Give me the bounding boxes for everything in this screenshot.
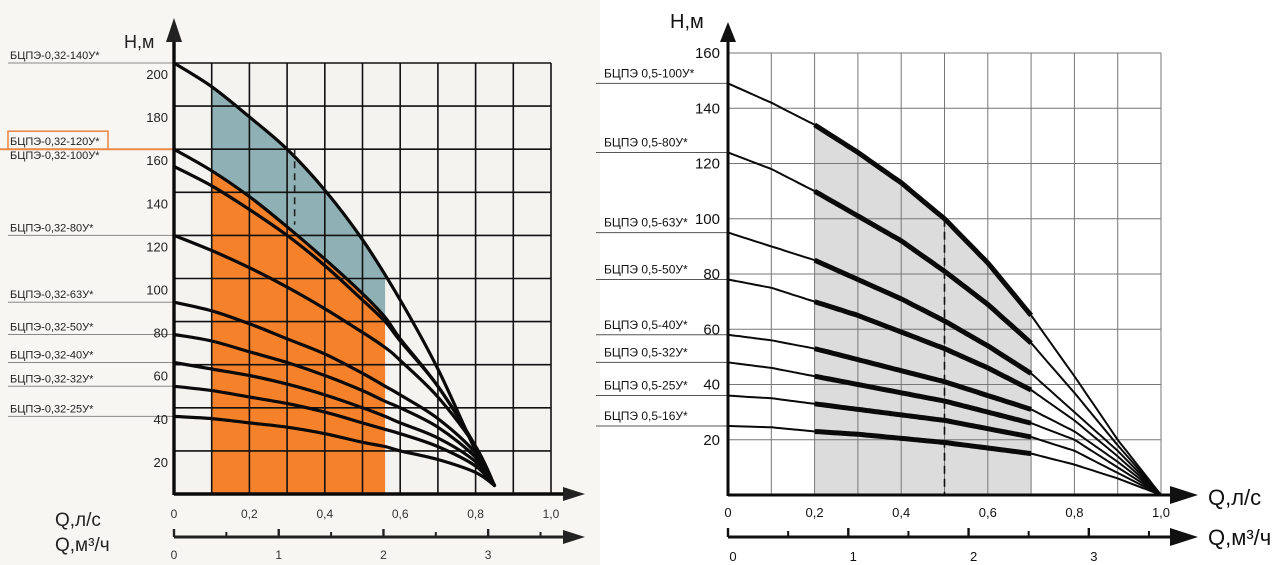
orange-region bbox=[211, 170, 386, 495]
x2-tick-label: 2 bbox=[380, 548, 387, 562]
y-tick-label: 80 bbox=[703, 266, 720, 283]
y-tick-label: 120 bbox=[146, 239, 168, 254]
x2-axis-label: Q,м³/ч bbox=[55, 535, 110, 556]
y-tick-label: 20 bbox=[703, 432, 720, 449]
x2-axis-label: Q,м³/ч bbox=[1208, 525, 1271, 550]
x-axis-arrow-icon bbox=[1170, 486, 1198, 504]
y-tick-label: 140 bbox=[146, 196, 168, 211]
y-axis-label: Н,м bbox=[124, 32, 154, 52]
series-label: БЦПЭ-0,32-120У* bbox=[10, 136, 100, 148]
x2-tick-label: 3 bbox=[485, 548, 492, 562]
pump-curve bbox=[172, 384, 496, 487]
y-tick-label: 100 bbox=[695, 211, 720, 228]
x2-tick-label: 1 bbox=[850, 549, 857, 564]
y-tick-label: 160 bbox=[695, 45, 720, 62]
x-tick-label: 0,8 bbox=[467, 507, 484, 521]
pump-curve-working-range bbox=[814, 401, 1032, 440]
y-tick-label: 140 bbox=[695, 100, 720, 117]
series-label: БЦПЭ-0,32-50У* bbox=[10, 322, 94, 334]
pump-curve bbox=[172, 164, 496, 487]
x-tick-label: 0,8 bbox=[1065, 505, 1083, 520]
y-tick-label: 40 bbox=[703, 377, 720, 394]
y-axis-label: Н,м bbox=[670, 11, 704, 33]
x2-tick-label: 3 bbox=[1090, 549, 1097, 564]
x-tick-label: 0,4 bbox=[892, 505, 910, 520]
y-tick-label: 60 bbox=[154, 369, 168, 384]
series-label: БЦПЭ 0,5-100У* bbox=[604, 66, 695, 80]
series-label: БЦПЭ-0,32-40У* bbox=[10, 350, 94, 362]
x2-tick-label: 0 bbox=[729, 549, 736, 564]
pump-curve-tail bbox=[1117, 477, 1162, 496]
x-axis-label: Q,л/с bbox=[55, 510, 101, 531]
x-tick-label: 0 bbox=[171, 507, 178, 521]
left-pump-chart: БЦПЭ-0,32-140У* БЦПЭ-0,32-120У* БЦПЭ-0,32-… bbox=[0, 18, 585, 562]
highlight-label-frame bbox=[7, 130, 109, 150]
x-tick-label: 0,6 bbox=[979, 505, 997, 520]
pump-curve-working-range bbox=[814, 429, 1032, 457]
x-axis-label: Q,л/с bbox=[1208, 485, 1261, 510]
x2-tick-label: 2 bbox=[970, 549, 977, 564]
x-tick-label: 0,2 bbox=[241, 507, 258, 521]
series-label: БЦПЭ 0,5-25У* bbox=[604, 379, 688, 393]
y-tick-label: 60 bbox=[703, 321, 720, 338]
x-tick-label: 1,0 bbox=[1152, 505, 1170, 520]
x2-axis-arrow-icon bbox=[563, 530, 585, 544]
y-axis-arrow-icon bbox=[720, 22, 736, 42]
x-tick-label: 0,6 bbox=[392, 507, 409, 521]
blue-region bbox=[211, 86, 386, 318]
x-tick-label: 0 bbox=[724, 505, 731, 520]
y-tick-label: 120 bbox=[695, 156, 720, 173]
series-label: БЦПЭ 0,5-80У* bbox=[604, 135, 688, 149]
x2-axis-arrow-icon bbox=[1170, 528, 1198, 546]
y-tick-label: 80 bbox=[154, 326, 168, 341]
series-label: БЦПЭ 0,5-63У* bbox=[604, 216, 688, 230]
pump-curve-working-range bbox=[813, 346, 1032, 412]
y-tick-label: 100 bbox=[146, 283, 168, 298]
x-tick-label: 0,2 bbox=[806, 505, 824, 520]
y-tick-label: 40 bbox=[154, 412, 168, 427]
pump-curve bbox=[172, 360, 496, 487]
pump-curve bbox=[172, 332, 496, 487]
pump-curve-working-range bbox=[814, 373, 1032, 426]
series-label: БЦПЭ-0,32-63У* bbox=[10, 289, 94, 301]
pump-curve bbox=[172, 300, 496, 487]
y-tick-label: 200 bbox=[146, 67, 168, 82]
x2-tick-label: 1 bbox=[275, 548, 282, 562]
x-axis-arrow-icon bbox=[563, 487, 585, 501]
pump-curve bbox=[172, 233, 496, 487]
pump-curve-working-range bbox=[813, 188, 1033, 345]
series-label: БЦПЭ-0,32-140У* bbox=[10, 50, 100, 62]
x-tick-label: 1,0 bbox=[543, 507, 560, 521]
pump-curve-working-range bbox=[813, 299, 1033, 393]
y-tick-label: 160 bbox=[146, 153, 168, 168]
series-label: БЦПЭ-0,32-80У* bbox=[10, 222, 94, 234]
series-label: БЦПЭ 0,5-16У* bbox=[604, 409, 688, 423]
y-tick-label: 20 bbox=[154, 455, 168, 470]
x-tick-label: 0,4 bbox=[316, 507, 333, 521]
series-label: БЦПЭ-0,32-25У* bbox=[10, 403, 94, 415]
series-label: БЦПЭ 0,5-40У* bbox=[604, 318, 688, 332]
series-label: БЦПЭ 0,5-50У* bbox=[604, 263, 688, 277]
series-label: БЦПЭ-0,32-100У* bbox=[10, 150, 100, 162]
pump-curve-working-range bbox=[813, 122, 1034, 317]
series-label: БЦПЭ 0,5-32У* bbox=[604, 345, 688, 359]
pump-curve-working-range bbox=[813, 257, 1033, 376]
pump-curve bbox=[172, 414, 496, 487]
pump-curve bbox=[172, 61, 496, 487]
y-axis-arrow-icon bbox=[166, 18, 182, 42]
x2-tick-label: 0 bbox=[171, 548, 178, 562]
series-label: БЦПЭ-0,32-32У* bbox=[10, 373, 94, 385]
y-tick-label: 180 bbox=[146, 110, 168, 125]
